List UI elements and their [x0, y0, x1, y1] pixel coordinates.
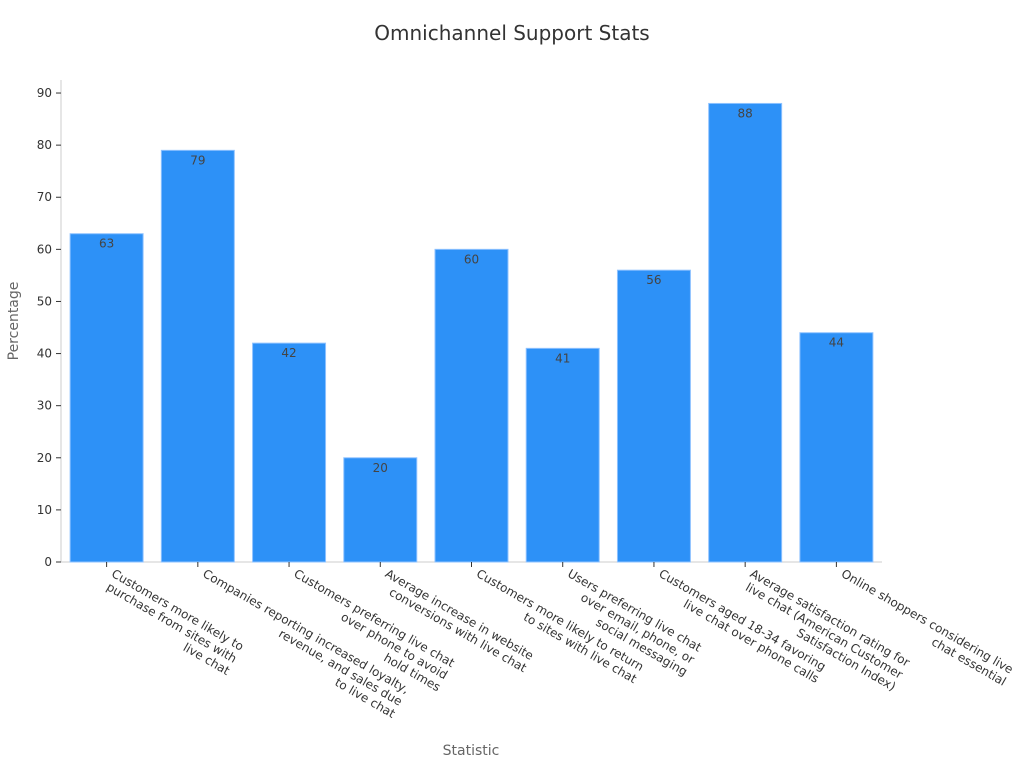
y-tick-label: 20 [37, 451, 52, 465]
bar [799, 332, 874, 563]
bar [434, 248, 509, 563]
y-tick-label: 50 [37, 294, 52, 308]
y-tick-label: 40 [37, 347, 52, 361]
bar-value-label: 42 [281, 346, 296, 360]
y-tick-label: 70 [37, 190, 52, 204]
y-tick-label: 80 [37, 138, 52, 152]
bar-value-label: 20 [373, 461, 388, 475]
y-tick-label: 60 [37, 242, 52, 256]
y-axis-label: Percentage [6, 282, 22, 361]
bar [343, 457, 418, 563]
x-axis-label: Statistic [443, 743, 500, 759]
bar [252, 342, 327, 563]
bar-value-label: 41 [555, 351, 570, 365]
category-labels: Customers more likely topurchase from si… [104, 562, 1016, 721]
y-tick-label: 30 [37, 399, 52, 413]
category-label-line: purchase from sites with [104, 580, 239, 666]
bar [708, 102, 783, 563]
bar-value-label: 88 [738, 106, 753, 120]
bar-value-label: 44 [829, 336, 844, 350]
bar [69, 233, 144, 563]
bar [616, 269, 691, 563]
y-tick-label: 90 [37, 86, 52, 100]
bar-value-label: 79 [190, 153, 205, 167]
bar [525, 347, 600, 563]
y-tick-label: 10 [37, 503, 52, 517]
bar-value-label: 63 [99, 237, 114, 251]
bar-value-label: 60 [464, 252, 479, 266]
bar [160, 149, 235, 563]
chart-title: Omnichannel Support Stats [374, 21, 649, 45]
y-tick-label: 0 [44, 555, 52, 569]
bars: 63 79 42 20 60 41 56 88 44 [69, 102, 874, 563]
bar-value-label: 56 [646, 273, 661, 287]
